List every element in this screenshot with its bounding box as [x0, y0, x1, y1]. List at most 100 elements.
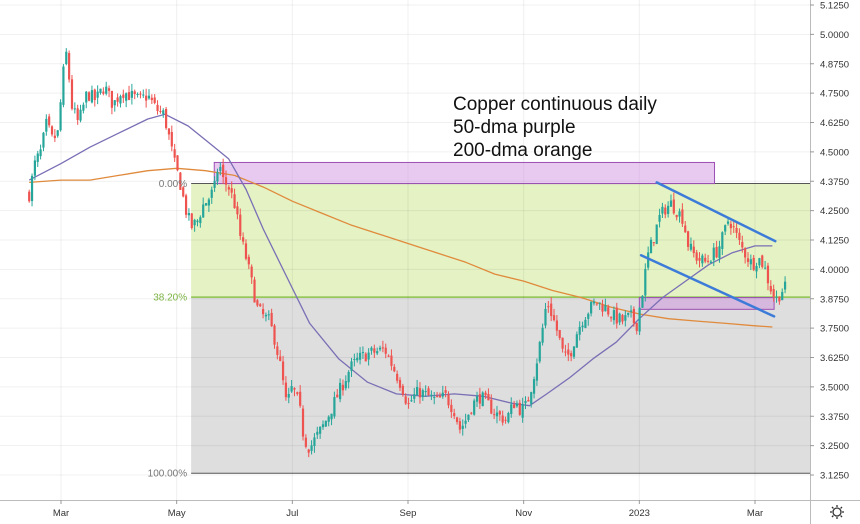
candle-body — [96, 91, 99, 98]
candle-body — [778, 296, 781, 302]
candle-body — [413, 394, 416, 399]
candle-body — [68, 53, 71, 80]
candle-body — [769, 285, 772, 292]
candle-body — [247, 256, 250, 265]
candle-body — [493, 414, 496, 416]
candle-body — [410, 400, 413, 402]
candle-body — [33, 160, 36, 176]
candle-body — [321, 424, 325, 428]
candle-body — [721, 232, 724, 249]
candle-body — [28, 191, 31, 202]
candle-body — [59, 102, 62, 131]
candle-body — [378, 347, 382, 350]
candle-body — [327, 416, 330, 422]
candle-body — [284, 382, 288, 398]
candle-body — [538, 342, 541, 362]
candle-body — [564, 351, 567, 353]
candle-body — [638, 307, 641, 332]
candle-body — [572, 346, 576, 357]
candle-body — [581, 325, 584, 328]
candle-body — [190, 213, 193, 228]
candle-body — [127, 92, 131, 100]
candle-body — [692, 246, 695, 254]
candle-body — [632, 308, 635, 324]
candle-body — [424, 390, 427, 393]
candle-body — [102, 91, 105, 94]
candle-body — [481, 392, 484, 407]
candle-body — [293, 388, 296, 390]
candle-body — [744, 248, 747, 258]
candle-body — [319, 426, 322, 434]
candle-body — [766, 265, 770, 284]
candle-body — [578, 326, 581, 335]
candle-body — [621, 314, 624, 322]
y-tick-label: 3.2500 — [820, 441, 849, 452]
candle-body — [344, 381, 347, 389]
y-tick-label: 4.5000 — [820, 147, 849, 158]
y-tick-label: 3.7500 — [820, 324, 849, 335]
candle-body — [590, 302, 593, 314]
candle-body — [524, 401, 527, 404]
candle-body — [627, 312, 630, 315]
candle-body — [541, 327, 544, 343]
candle-body — [193, 219, 196, 226]
candle-body — [567, 349, 570, 355]
candle-body — [213, 180, 216, 188]
candle-body — [113, 100, 116, 106]
annotation-line-2: 50-dma purple — [453, 117, 576, 138]
resistance-zones — [213, 161, 775, 310]
candle-body — [330, 413, 333, 420]
candle-body — [718, 246, 721, 259]
candle-body — [90, 90, 94, 103]
x-tick-label: Sep — [400, 508, 417, 519]
candle-body — [421, 390, 424, 398]
gear-icon — [832, 507, 842, 517]
candle-body — [416, 386, 419, 396]
candle-body — [532, 379, 536, 394]
candle-body — [79, 109, 82, 121]
candle-body — [42, 132, 45, 148]
y-tick-label: 4.8750 — [820, 59, 849, 70]
candle-body — [735, 227, 738, 233]
candle-body — [125, 93, 128, 101]
candle-body — [173, 149, 176, 158]
candle-body — [261, 309, 265, 315]
zone-0 — [213, 161, 716, 185]
candle-body — [301, 408, 305, 437]
candle-body — [441, 392, 444, 397]
candle-body — [515, 403, 519, 407]
x-tick-label: Jul — [286, 508, 298, 519]
candle-body — [36, 153, 39, 162]
candle-body — [373, 348, 376, 353]
candle-body — [686, 231, 690, 247]
candle-body — [667, 205, 670, 214]
candle-body — [447, 394, 450, 406]
candle-body — [273, 325, 276, 345]
candle-body — [279, 356, 282, 361]
candle-body — [227, 187, 230, 190]
candle-body — [267, 314, 270, 316]
candle-body — [45, 118, 48, 132]
candle-body — [749, 259, 752, 265]
candle-body — [604, 305, 607, 312]
settings-button[interactable] — [830, 505, 844, 519]
candle-body — [624, 315, 627, 321]
candle-body — [287, 393, 290, 398]
candle-body — [615, 307, 618, 324]
candle-body — [396, 373, 399, 381]
candle-body — [575, 334, 578, 348]
candle-body — [50, 126, 54, 135]
candle-body — [76, 108, 79, 120]
candle-body — [761, 255, 764, 268]
candle-body — [147, 95, 151, 99]
candle-body — [296, 392, 299, 394]
candle-body — [259, 304, 262, 307]
x-tick-label: Nov — [515, 508, 532, 519]
candle-body — [544, 308, 547, 326]
candle-body — [361, 352, 365, 354]
candle-body — [738, 232, 741, 240]
candle-body — [458, 421, 462, 430]
candle-body — [592, 301, 596, 304]
y-tick-label: 4.0000 — [820, 265, 849, 276]
candle-body — [512, 404, 516, 409]
